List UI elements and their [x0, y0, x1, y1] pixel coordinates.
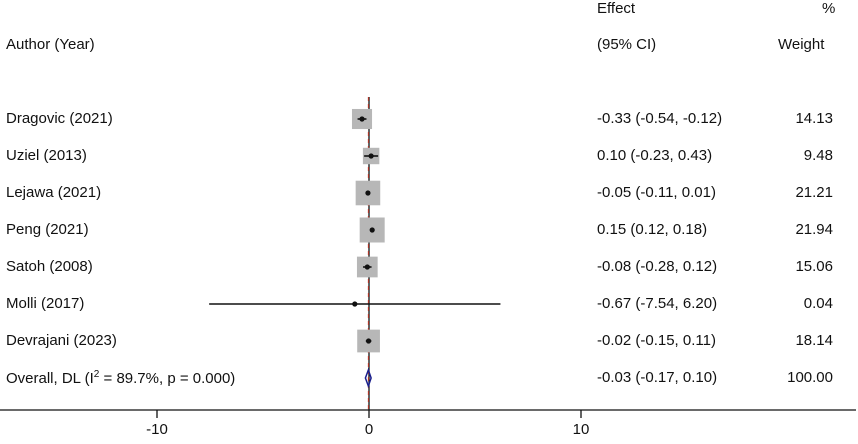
study-point — [365, 190, 371, 196]
study-effect-text: -0.05 (-0.11, 0.01) — [597, 184, 716, 201]
study-weight-text: 21.94 — [795, 221, 833, 238]
overall-label: Overall, DL (I2 = 89.7%, p = 0.000) — [6, 369, 235, 387]
study-point — [368, 153, 374, 159]
overall-label-suffix: = 89.7%, p = 0.000) — [99, 370, 236, 387]
study-label: Uziel (2013) — [6, 147, 87, 164]
study-label: Molli (2017) — [6, 295, 85, 312]
study-label: Devrajani (2023) — [6, 332, 117, 349]
study-effect-text: -0.33 (-0.54, -0.12) — [597, 110, 723, 127]
study-effect-text: -0.08 (-0.28, 0.12) — [597, 258, 718, 275]
study-point — [369, 227, 375, 233]
study-weight-text: 15.06 — [795, 258, 833, 275]
study-weight-text: 21.21 — [795, 184, 833, 201]
overall-label-prefix: Overall, DL (I — [6, 370, 94, 387]
study-weight-text: 14.13 — [795, 110, 833, 127]
percent-column-header: % — [822, 0, 836, 17]
x-tick-label: 0 — [364, 421, 374, 438]
study-label: Lejawa (2021) — [6, 184, 102, 201]
weight-column-header: Weight — [778, 36, 825, 53]
study-weight-text: 0.04 — [803, 295, 833, 312]
study-point — [352, 301, 358, 307]
x-tick-label: 10 — [572, 421, 590, 438]
study-effect-text: 0.15 (0.12, 0.18) — [597, 221, 708, 238]
study-point — [365, 338, 372, 344]
study-point — [359, 116, 365, 122]
study-weight-text: 9.48 — [803, 147, 833, 164]
study-effect-text: -0.67 (-7.54, 6.20) — [597, 295, 718, 312]
x-tick-label: -10 — [146, 421, 168, 438]
study-label: Satoh (2008) — [6, 258, 93, 275]
study-point — [364, 264, 370, 270]
overall-effect-text: -0.03 (-0.17, 0.10) — [597, 369, 718, 386]
author-column-header: Author (Year) — [6, 36, 95, 53]
study-label: Peng (2021) — [6, 221, 89, 238]
overall-label-sup: 2 — [93, 369, 100, 380]
overall-diamond — [364, 367, 372, 389]
study-effect-text: 0.10 (-0.23, 0.43) — [597, 147, 713, 164]
effect-column-header: Effect — [597, 0, 636, 17]
study-effect-text: -0.02 (-0.15, 0.11) — [597, 332, 716, 349]
ci-column-header: (95% CI) — [597, 36, 657, 53]
overall-weight-text: 100.00 — [787, 369, 833, 386]
study-label: Dragovic (2021) — [6, 110, 113, 127]
study-weight-text: 18.14 — [795, 332, 833, 349]
